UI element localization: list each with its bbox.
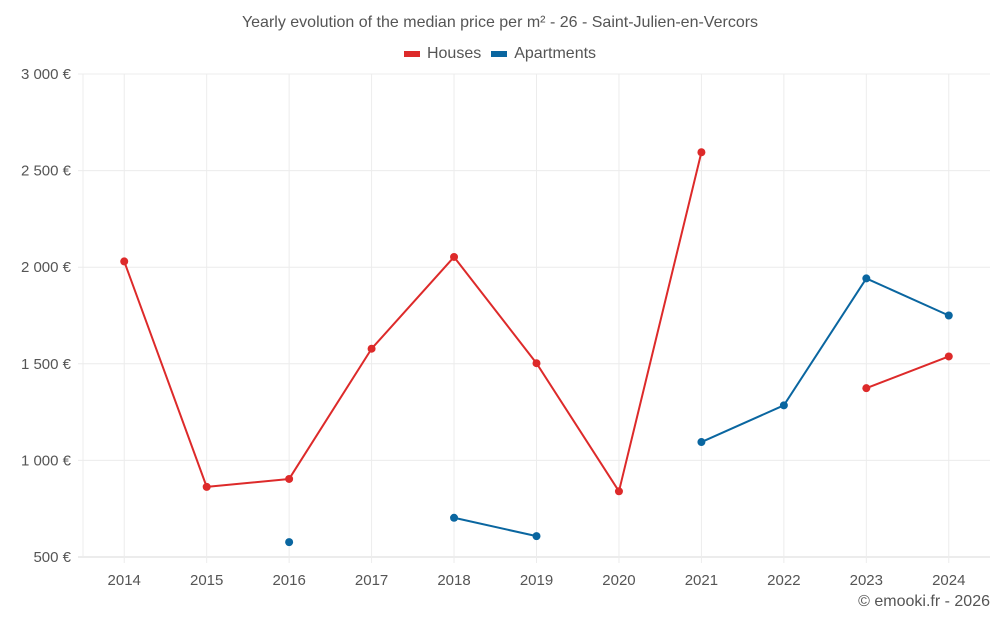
data-point[interactable]	[614, 487, 623, 496]
data-point[interactable]	[450, 252, 459, 261]
x-tick-label: 2023	[850, 572, 883, 589]
x-tick-label: 2015	[190, 572, 223, 589]
x-tick-label: 2014	[108, 572, 141, 589]
data-point[interactable]	[285, 538, 294, 547]
data-point[interactable]	[532, 532, 541, 541]
data-point[interactable]	[697, 148, 706, 157]
houses-swatch-icon	[403, 51, 420, 57]
legend-item-apartments[interactable]: Apartments	[491, 45, 596, 63]
series-apartments	[285, 274, 953, 547]
legend: Houses Apartments	[0, 45, 1000, 63]
data-point[interactable]	[120, 257, 129, 266]
grid	[78, 73, 990, 563]
chart-title: Yearly evolution of the median price per…	[241, 14, 759, 31]
series-houses	[120, 148, 953, 496]
x-tick-label: 2018	[437, 572, 470, 589]
x-tick-label: 2016	[272, 572, 305, 589]
x-tick-label: 2021	[685, 572, 718, 589]
data-point[interactable]	[944, 311, 953, 320]
data-point[interactable]	[697, 438, 706, 447]
y-tick-label: 2 000 €	[21, 259, 72, 276]
y-tick-label: 3 000 €	[21, 66, 72, 83]
data-point[interactable]	[367, 344, 376, 353]
y-tick-label: 1 500 €	[21, 356, 72, 373]
x-tick-label: 2022	[767, 572, 800, 589]
apartments-swatch-icon	[491, 51, 508, 57]
data-point[interactable]	[944, 352, 953, 361]
data-point[interactable]	[202, 482, 211, 491]
y-axis: 500 € 1 000 € 1 500 € 2 000 € 2 500 € 3 000 €	[21, 66, 72, 566]
legend-label-houses: Houses	[426, 45, 482, 62]
data-point[interactable]	[450, 513, 459, 522]
y-tick-label: 2 500 €	[21, 163, 72, 180]
x-tick-label: 2017	[355, 572, 388, 589]
data-point[interactable]	[532, 359, 541, 368]
copyright-credit: © emooki.fr - 2026	[858, 593, 990, 610]
data-point[interactable]	[862, 384, 871, 393]
x-tick-label: 2024	[932, 572, 965, 589]
y-tick-label: 1 000 €	[21, 452, 72, 469]
x-tick-label: 2020	[602, 572, 635, 589]
data-point[interactable]	[285, 474, 294, 483]
legend-item-houses[interactable]: Houses	[403, 45, 482, 63]
data-point[interactable]	[862, 274, 871, 283]
legend-label-apartments: Apartments	[514, 45, 597, 62]
series-layer	[120, 148, 953, 547]
data-point[interactable]	[779, 401, 788, 410]
x-axis: 2014 2015 2016 2017 2018 2019 2020 2021 2022 2023…	[108, 572, 966, 589]
y-tick-label: 500 €	[33, 549, 71, 566]
x-tick-label: 2019	[520, 572, 553, 589]
